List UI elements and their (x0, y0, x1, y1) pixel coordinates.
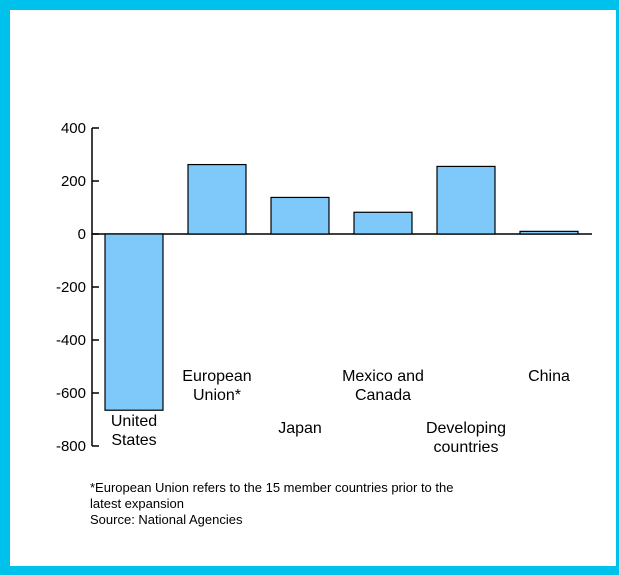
y-tick-label: -400 (56, 332, 86, 349)
category-label: United States (111, 413, 157, 449)
category-label: Developing countries (426, 420, 506, 456)
bar (519, 230, 579, 235)
category-label: Mexico and Canada (342, 368, 424, 404)
y-axis: 400 200 0 -200 -400 -600 -800 (56, 120, 592, 455)
footnote-line-1: *European Union refers to the 15 member … (90, 480, 454, 495)
footnote-line-2: latest expansion (90, 496, 184, 511)
category-label: European Union* (182, 368, 251, 404)
y-tick-label: -800 (56, 438, 86, 455)
category-label: Japan (278, 420, 322, 437)
y-tick-label: 400 (61, 120, 86, 137)
bar (353, 211, 413, 235)
category-label: China (528, 368, 570, 385)
chart-notes: *European Union refers to the 15 member … (90, 480, 590, 528)
y-tick-label: 200 (61, 173, 86, 190)
bar-chart: 400 200 0 -200 -400 -600 -800 United States Euro… (56, 120, 592, 456)
category-labels: United States European Union* Japan Mexico an… (111, 368, 570, 456)
bar (270, 196, 330, 235)
y-tick-label: -200 (56, 279, 86, 296)
y-tick-label: 0 (78, 226, 86, 243)
bar (187, 163, 247, 235)
source-note: Source: National Agencies (90, 512, 243, 527)
bar (104, 233, 164, 411)
bar (436, 165, 496, 235)
bars (104, 163, 579, 411)
y-tick-label: -600 (56, 385, 86, 402)
